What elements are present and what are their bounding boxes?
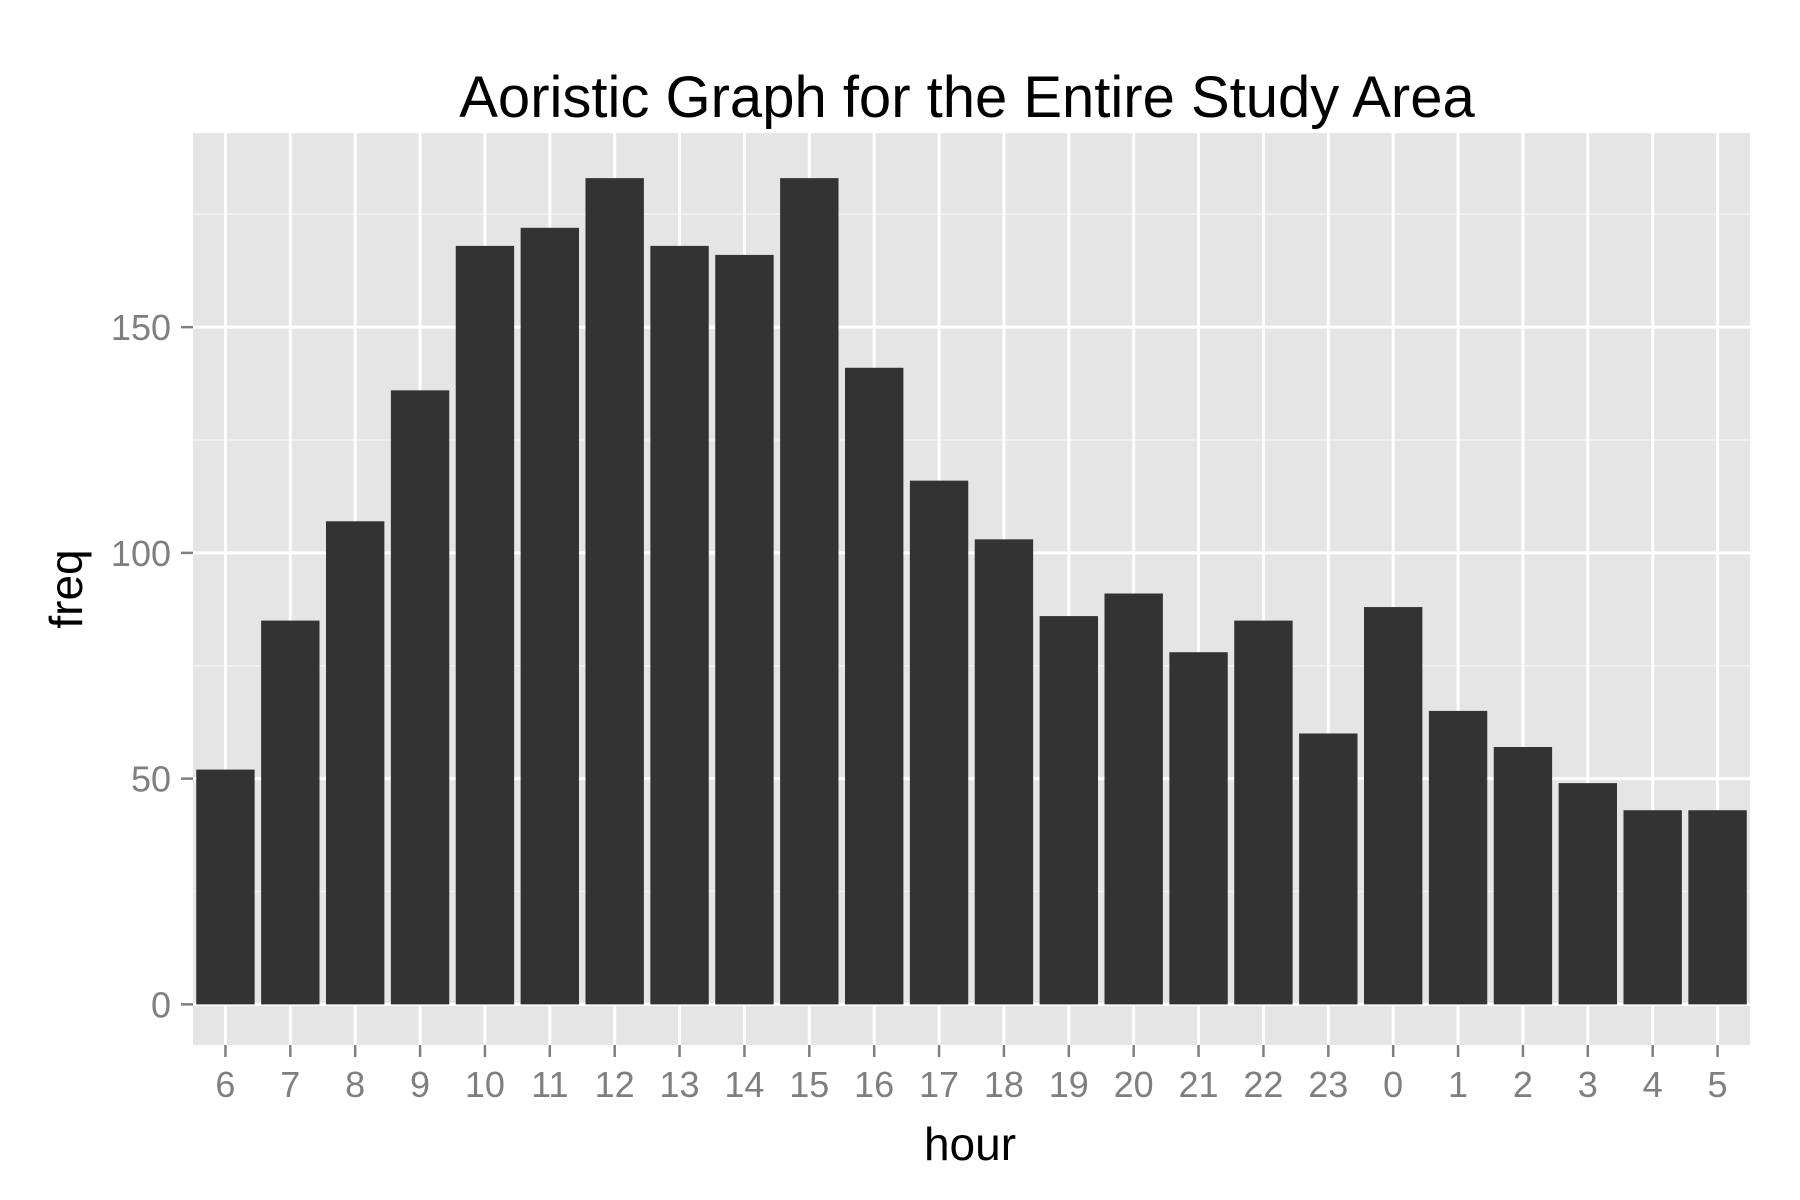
- bar: [1428, 710, 1488, 1005]
- minor-gridlines: [193, 213, 1750, 893]
- x-tick-label: 15: [789, 1064, 829, 1105]
- bar: [196, 769, 255, 1005]
- x-tick-label: 3: [1578, 1064, 1598, 1105]
- x-tick-label: 13: [660, 1064, 700, 1105]
- x-tick-label: 0: [1383, 1064, 1403, 1105]
- x-tick-label: 4: [1643, 1064, 1663, 1105]
- bar: [390, 390, 450, 1005]
- x-tick-label: 8: [345, 1064, 365, 1105]
- x-tick-label: 18: [984, 1064, 1024, 1105]
- bar: [1104, 593, 1163, 1005]
- x-tick-label: 20: [1114, 1064, 1154, 1105]
- x-tick-label: 5: [1708, 1064, 1728, 1105]
- x-axis-title: hour: [924, 1118, 1016, 1170]
- bar: [261, 620, 320, 1005]
- x-tick-label: 12: [595, 1064, 635, 1105]
- bars: [196, 178, 1747, 1005]
- y-axis-ticks: 0 50 100 150: [111, 307, 193, 1025]
- x-tick-label: 7: [280, 1064, 300, 1105]
- x-tick-label: 6: [215, 1064, 235, 1105]
- bar: [1688, 810, 1747, 1005]
- bar: [1493, 747, 1553, 1005]
- plot-panel: [193, 133, 1750, 1045]
- bar: [1169, 652, 1228, 1005]
- x-tick-label: 21: [1179, 1064, 1219, 1105]
- bar: [1623, 810, 1682, 1005]
- y-tick-label: 0: [151, 984, 171, 1025]
- bar: [585, 178, 644, 1005]
- chart-title: Aoristic Graph for the Entire Study Area: [459, 65, 1475, 130]
- bar: [1234, 620, 1293, 1005]
- bar: [1363, 607, 1423, 1005]
- x-tick-label: 10: [465, 1064, 505, 1105]
- x-tick-label: 11: [531, 1064, 568, 1105]
- bar: [974, 539, 1034, 1005]
- bar: [780, 178, 839, 1005]
- y-tick-label: 50: [131, 759, 171, 800]
- x-tick-label: 23: [1308, 1064, 1348, 1105]
- bar: [1039, 616, 1099, 1005]
- x-tick-label: 19: [1049, 1064, 1089, 1105]
- x-tick-label: 17: [919, 1064, 959, 1105]
- y-axis-title: freq: [40, 549, 92, 628]
- bar: [455, 245, 515, 1005]
- x-tick-label: 2: [1513, 1064, 1533, 1105]
- bar: [715, 254, 774, 1005]
- x-tick-label: 1: [1448, 1064, 1468, 1105]
- x-tick-label: 14: [724, 1064, 764, 1105]
- bar: [1299, 733, 1358, 1005]
- x-tick-label: 22: [1243, 1064, 1283, 1105]
- bar: [844, 367, 904, 1005]
- bar: [909, 480, 969, 1005]
- y-tick-label: 150: [111, 307, 171, 348]
- bar: [520, 227, 580, 1005]
- bar: [1558, 783, 1618, 1005]
- y-tick-label: 100: [111, 533, 171, 574]
- bar: [650, 245, 709, 1005]
- bar: [325, 521, 385, 1005]
- x-axis-ticks: 6 7 8 9 10 11 12 13 14 15 16 17 18 19 20 21 22 23 0 1 2 3 4 5: [215, 1045, 1728, 1105]
- x-tick-label: 16: [854, 1064, 894, 1105]
- x-tick-label: 9: [410, 1064, 430, 1105]
